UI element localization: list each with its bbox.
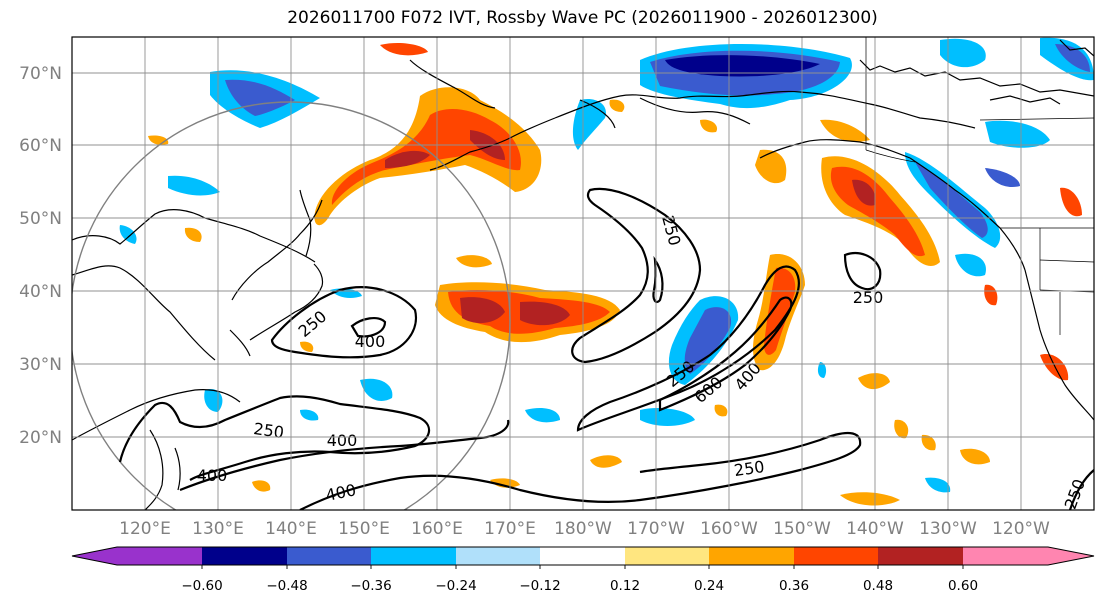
colorbar-extend-right: [1048, 547, 1094, 565]
longitude-labels: 120°E 130°E 140°E 150°E 160°E 170°E 180°…: [119, 519, 1050, 539]
colorbar-bin: [371, 547, 456, 565]
political-borders: [865, 37, 1094, 335]
lon-label: 140°E: [265, 519, 317, 539]
contour-label: 400: [355, 332, 386, 351]
lon-label: 160°E: [411, 519, 463, 539]
lat-label: 40°N: [19, 282, 62, 302]
colorbar-bin: [540, 547, 625, 565]
colorbar-tick-label: 0.60: [948, 578, 978, 594]
lon-label: 140°W: [846, 519, 904, 539]
lon-label: 180°W: [554, 519, 612, 539]
colorbar-extend-left: [72, 547, 117, 565]
colorbar-bin: [963, 547, 1048, 565]
colorbar-bin: [287, 547, 371, 565]
colorbar-bin: [878, 547, 963, 565]
contour-label: 400: [327, 431, 358, 450]
colorbar-bin: [117, 547, 202, 565]
lon-label: 120°E: [119, 519, 171, 539]
lon-label: 160°W: [700, 519, 758, 539]
colorbar-tick-label: 0.12: [610, 578, 640, 594]
map-frame: [71, 36, 1095, 511]
colorbar-tick-label: 0.48: [863, 578, 893, 594]
gridlines: [72, 37, 1094, 510]
lon-label: 130°W: [919, 519, 977, 539]
colorbar-tick-label: −0.60: [181, 578, 222, 594]
colorbar: −0.60 −0.48 −0.36 −0.24 −0.12 0.12 0.24 …: [71, 546, 1095, 594]
colorbar-tick-label: −0.36: [350, 578, 391, 594]
colorbar-outline: [71, 546, 1095, 566]
colorbar-bin: [794, 547, 878, 565]
colorbar-bin: [456, 547, 540, 565]
lat-label: 20°N: [19, 428, 62, 448]
lon-label: 150°E: [338, 519, 390, 539]
positive-anomaly-shading: [148, 42, 1082, 506]
negative-anomaly-shading: [119, 37, 1094, 493]
contour-label: 400: [197, 466, 228, 485]
colorbar-bin: [625, 547, 709, 565]
lon-label: 170°W: [627, 519, 685, 539]
coastlines: [72, 39, 1094, 510]
map-panel: 400 250 400 250 400 400 250 250 600 400 …: [71, 36, 1095, 511]
colorbar-tick-label: −0.24: [435, 578, 476, 594]
latitude-labels: 70°N 60°N 50°N 40°N 30°N 20°N: [19, 64, 62, 448]
contour-label: 250: [733, 457, 766, 480]
colorbar-bin: [202, 547, 287, 565]
colorbar-tick-label: −0.12: [519, 578, 560, 594]
lat-label: 60°N: [19, 136, 62, 156]
colorbar-tick-label: 0.24: [694, 578, 724, 594]
lat-label: 70°N: [19, 64, 62, 84]
lon-label: 150°W: [773, 519, 831, 539]
lat-label: 50°N: [19, 209, 62, 229]
colorbar-bin: [709, 547, 794, 565]
lon-label: 170°E: [484, 519, 536, 539]
lon-label: 120°W: [992, 519, 1050, 539]
lat-label: 30°N: [19, 355, 62, 375]
colorbar-tick-label: −0.48: [266, 578, 307, 594]
contour-label: 250: [252, 419, 285, 442]
map-title: 2026011700 F072 IVT, Rossby Wave PC (202…: [287, 8, 878, 28]
contour-label: 250: [853, 288, 884, 307]
colorbar-tick-label: 0.36: [779, 578, 809, 594]
lon-label: 130°E: [192, 519, 244, 539]
